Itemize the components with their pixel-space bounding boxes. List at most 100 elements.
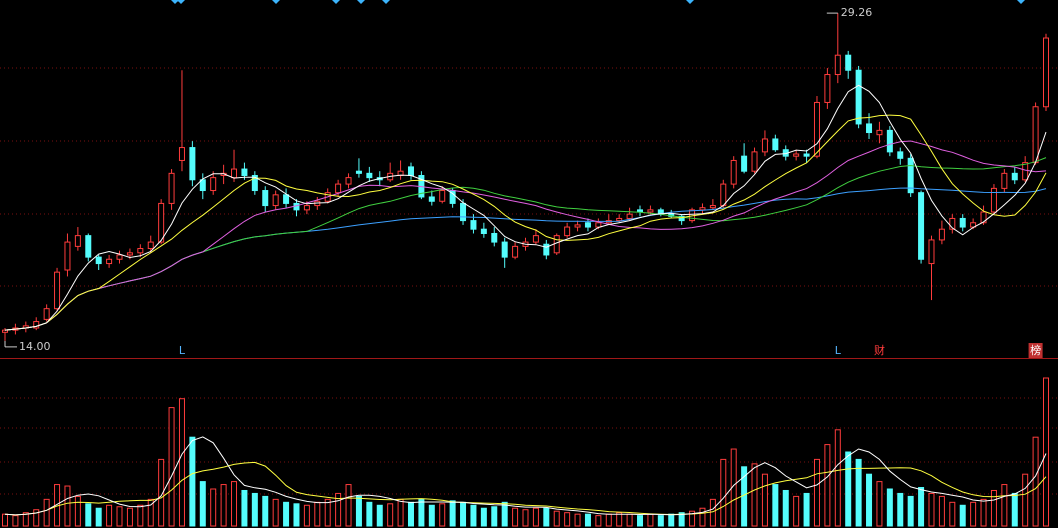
- candle-body: [876, 129, 883, 136]
- candle-body: [106, 258, 113, 265]
- candle-body: [803, 153, 810, 157]
- candle-body: [845, 54, 852, 71]
- candle-body: [272, 194, 279, 207]
- volume-bar: [189, 436, 196, 527]
- volume-bar: [813, 458, 820, 527]
- min-label: 14.00: [19, 340, 51, 353]
- candle-body: [928, 239, 935, 265]
- volume-bar: [491, 506, 498, 527]
- candle-body: [564, 226, 571, 237]
- candle-body: [355, 170, 362, 174]
- candle-body: [335, 183, 342, 194]
- candle-body: [345, 177, 352, 185]
- volume-bar: [407, 501, 414, 527]
- candle-body: [813, 101, 820, 157]
- candle-body: [584, 222, 591, 228]
- volume-bar: [824, 444, 831, 527]
- candle-body: [126, 252, 133, 256]
- volume-bar: [283, 501, 290, 527]
- volume-bar: [449, 500, 456, 527]
- volume-bar: [241, 489, 248, 527]
- candle-body: [428, 196, 435, 202]
- candle-body: [116, 254, 123, 260]
- volume-bar: [231, 481, 238, 527]
- volume-bar: [199, 481, 206, 527]
- candle-body: [678, 215, 685, 222]
- volume-bar: [324, 498, 331, 527]
- candle-body: [949, 217, 956, 230]
- candle-body: [460, 202, 467, 222]
- volume-bar: [355, 495, 362, 527]
- candle-body: [283, 194, 290, 204]
- volume-bar: [376, 504, 383, 527]
- candle-body: [1032, 106, 1039, 164]
- candle-body: [824, 74, 831, 103]
- candle-body: [303, 205, 310, 211]
- candle-body: [980, 211, 987, 224]
- volume-bar: [501, 501, 508, 527]
- candle-body: [647, 209, 654, 213]
- candle-body: [95, 256, 102, 265]
- grid: [0, 67, 1058, 495]
- volume-bar: [907, 495, 914, 527]
- candle-body: [595, 222, 602, 228]
- volume-bar: [366, 501, 373, 527]
- volume-bar: [564, 512, 571, 527]
- candle-body: [553, 235, 560, 254]
- volume-bar: [678, 512, 685, 527]
- candle-body: [938, 228, 945, 241]
- volume-bar: [210, 488, 217, 527]
- candle-body: [33, 321, 40, 329]
- volume-bar: [335, 492, 342, 527]
- top-markers: [171, 0, 1025, 4]
- volume-bar: [845, 451, 852, 527]
- event-badge: [1028, 343, 1043, 358]
- candle-body: [85, 235, 92, 258]
- volume-bar: [387, 503, 394, 527]
- candle-body: [772, 138, 779, 151]
- volume-bar: [543, 507, 550, 527]
- volume-bar: [730, 448, 737, 527]
- candle-body: [626, 213, 633, 219]
- volume-bar: [751, 463, 758, 527]
- volume-bar: [949, 501, 956, 527]
- candle-body: [1022, 162, 1029, 181]
- candle-body: [74, 235, 81, 247]
- moving-average: [4, 461, 1047, 516]
- candle-body: [251, 174, 258, 192]
- candle-body: [137, 248, 144, 254]
- volume-bar: [720, 458, 727, 527]
- event-label: 榜: [1030, 343, 1041, 357]
- candle-body: [470, 220, 477, 230]
- candle-body: [439, 190, 446, 202]
- candle-body: [189, 147, 196, 181]
- candle-body: [637, 209, 644, 213]
- volume-bar: [439, 503, 446, 527]
- candle-body: [54, 271, 61, 310]
- max-label: 29.26: [841, 6, 873, 19]
- volume-bar: [480, 507, 487, 527]
- diamond-icons: [171, 0, 1025, 4]
- candle-body: [616, 217, 623, 222]
- candle-body: [43, 308, 50, 320]
- candle-body: [501, 241, 508, 258]
- volume-bar: [772, 484, 779, 527]
- volume-bar: [1011, 492, 1018, 527]
- volume-bar: [699, 507, 706, 527]
- candle-body: [407, 166, 414, 176]
- candle-body: [491, 232, 498, 243]
- event-label: L: [835, 344, 842, 357]
- volume-bar: [1001, 484, 1008, 527]
- volume-bar: [626, 513, 633, 527]
- volume-bar: [689, 510, 696, 527]
- volume-bar: [272, 498, 279, 527]
- volume-bar: [22, 512, 29, 527]
- candle-body: [897, 151, 904, 159]
- volume-bar: [220, 484, 227, 527]
- volume-bar: [43, 498, 50, 527]
- candle-body: [168, 172, 175, 204]
- volume-bar: [137, 504, 144, 527]
- candle-body: [886, 129, 893, 153]
- candle-body: [990, 187, 997, 213]
